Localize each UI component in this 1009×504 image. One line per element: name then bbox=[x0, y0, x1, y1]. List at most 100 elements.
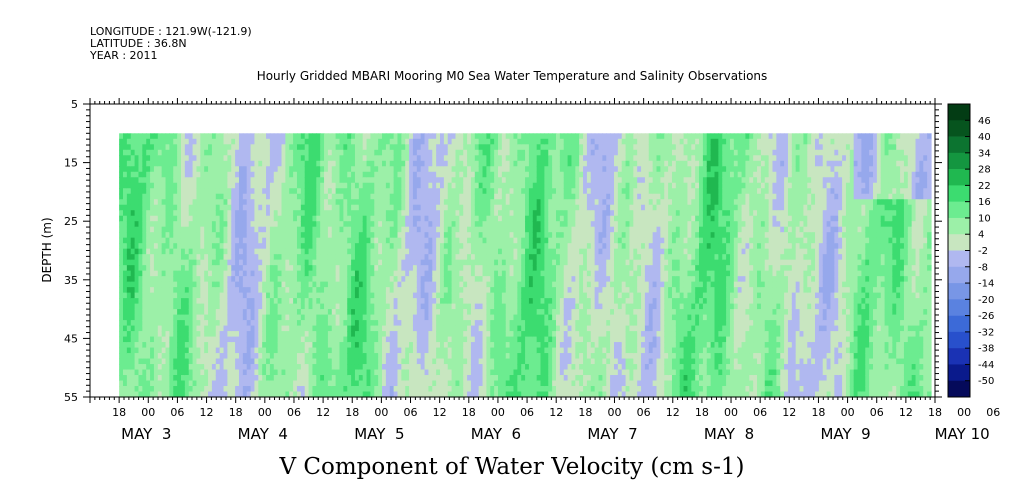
heatmap-cell bbox=[277, 386, 283, 393]
heatmap-cell bbox=[208, 358, 213, 365]
heatmap-cell bbox=[366, 358, 372, 365]
heatmap-cell bbox=[358, 347, 364, 354]
heatmap-cell bbox=[463, 177, 468, 184]
heatmap-cell bbox=[478, 138, 484, 145]
heatmap-cell bbox=[188, 221, 194, 228]
heatmap-cell bbox=[238, 221, 244, 228]
heatmap-cell bbox=[354, 358, 360, 365]
heatmap-cell bbox=[447, 193, 453, 200]
heatmap-cell bbox=[177, 177, 182, 184]
heatmap-cell bbox=[285, 391, 290, 398]
heatmap-cell bbox=[246, 298, 252, 305]
heatmap-cell bbox=[192, 303, 198, 310]
heatmap-cell bbox=[424, 375, 430, 382]
heatmap-cell bbox=[463, 314, 468, 321]
heatmap-cell bbox=[397, 193, 402, 200]
heatmap-cell bbox=[420, 248, 426, 255]
heatmap-cell bbox=[443, 193, 449, 200]
heatmap-cell bbox=[242, 193, 248, 200]
heatmap-cell bbox=[146, 276, 151, 283]
heatmap-cell bbox=[474, 199, 480, 206]
heatmap-cell bbox=[474, 358, 480, 365]
heatmap-cell bbox=[447, 391, 453, 398]
heatmap-cell bbox=[389, 276, 395, 283]
heatmap-cell bbox=[420, 386, 426, 393]
heatmap-cell bbox=[331, 314, 337, 321]
heatmap-cell bbox=[467, 193, 472, 200]
heatmap-cell bbox=[219, 138, 225, 145]
heatmap-cell bbox=[211, 210, 217, 217]
heatmap-cell bbox=[242, 133, 248, 140]
heatmap-cell bbox=[169, 336, 174, 343]
heatmap-cell bbox=[405, 265, 410, 272]
heatmap-cell bbox=[428, 342, 433, 349]
heatmap-cell bbox=[188, 226, 194, 233]
heatmap-cell bbox=[370, 303, 375, 310]
heatmap-cell bbox=[250, 386, 256, 393]
heatmap-cell bbox=[126, 270, 132, 277]
heatmap-cell bbox=[134, 177, 140, 184]
heatmap-cell bbox=[308, 386, 314, 393]
heatmap-cell bbox=[459, 210, 464, 217]
heatmap-cell bbox=[238, 182, 244, 189]
heatmap-cell bbox=[440, 210, 445, 217]
heatmap-cell bbox=[358, 314, 364, 321]
heatmap-cell bbox=[498, 375, 503, 382]
heatmap-cell bbox=[351, 171, 356, 178]
heatmap-cell bbox=[130, 133, 136, 140]
heatmap-cell bbox=[517, 155, 522, 162]
heatmap-cell bbox=[153, 369, 159, 376]
heatmap-cell bbox=[169, 320, 174, 327]
heatmap-cell bbox=[300, 325, 306, 332]
heatmap-cell bbox=[142, 210, 147, 217]
heatmap-cell bbox=[470, 237, 476, 244]
heatmap-cell bbox=[494, 276, 499, 283]
heatmap-cell bbox=[335, 281, 341, 288]
heatmap-cell bbox=[242, 188, 248, 195]
heatmap-cell bbox=[347, 336, 352, 343]
heatmap-cell bbox=[443, 188, 449, 195]
heatmap-cell bbox=[304, 248, 310, 255]
heatmap-cell bbox=[242, 144, 248, 151]
heatmap-cell bbox=[501, 386, 507, 393]
heatmap-cell bbox=[223, 259, 228, 266]
heatmap-cell bbox=[235, 182, 240, 189]
heatmap-cell bbox=[509, 287, 515, 294]
heatmap-cell bbox=[385, 182, 391, 189]
heatmap-cell bbox=[420, 171, 426, 178]
heatmap-cell bbox=[254, 380, 259, 387]
heatmap-cell bbox=[262, 276, 267, 283]
heatmap-cell bbox=[215, 353, 221, 360]
heatmap-cell bbox=[266, 160, 271, 167]
heatmap-cell bbox=[150, 160, 155, 167]
heatmap-cell bbox=[478, 254, 484, 261]
heatmap-cell bbox=[393, 133, 399, 140]
heatmap-cell bbox=[370, 380, 375, 387]
heatmap-cell bbox=[324, 270, 329, 277]
heatmap-cell bbox=[370, 270, 375, 277]
heatmap-cell bbox=[424, 303, 430, 310]
heatmap-cell bbox=[254, 171, 259, 178]
heatmap-cell bbox=[150, 144, 155, 151]
heatmap-cell bbox=[254, 265, 259, 272]
heatmap-cell bbox=[258, 364, 263, 371]
heatmap-cell bbox=[242, 171, 248, 178]
heatmap-cell bbox=[374, 232, 379, 239]
heatmap-cell bbox=[509, 336, 515, 343]
heatmap-cell bbox=[165, 226, 170, 233]
heatmap-cell bbox=[509, 188, 515, 195]
heatmap-cell bbox=[347, 166, 352, 173]
heatmap-cell bbox=[320, 270, 325, 277]
heatmap-cell bbox=[153, 248, 159, 255]
heatmap-cell bbox=[474, 248, 480, 255]
heatmap-cell bbox=[192, 358, 198, 365]
heatmap-cell bbox=[262, 204, 267, 211]
heatmap-cell bbox=[119, 336, 124, 343]
heatmap-cell bbox=[192, 375, 198, 382]
heatmap-cell bbox=[327, 369, 333, 376]
heatmap-cell bbox=[451, 232, 457, 239]
heatmap-cell bbox=[250, 358, 256, 365]
heatmap-cell bbox=[281, 276, 286, 283]
heatmap-cell bbox=[304, 160, 310, 167]
heatmap-cell bbox=[486, 204, 491, 211]
